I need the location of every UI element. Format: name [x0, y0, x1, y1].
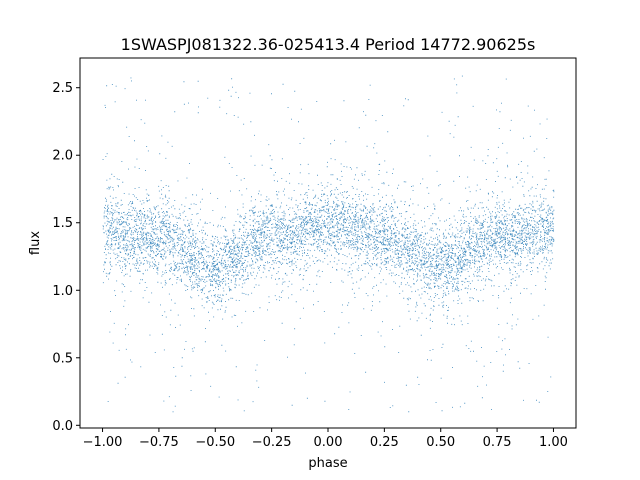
y-tick-label: 1.5	[52, 216, 73, 231]
scatter-point-cloud	[102, 75, 555, 413]
x-tick-label: −1.00	[83, 435, 123, 450]
y-tick-label: 0.0	[52, 419, 73, 434]
x-axis-ticks: −1.00 −0.75 −0.50 −0.25 0.00 0.25 0.50 0.75 1.00	[83, 428, 568, 450]
chart-title: 1SWASPJ081322.36-025413.4 Period 14772.9…	[121, 35, 536, 54]
x-axis-label: phase	[308, 456, 347, 471]
x-tick-label: 0.25	[370, 435, 399, 450]
x-tick-label: 0.50	[426, 435, 455, 450]
y-tick-label: 2.0	[52, 149, 73, 164]
x-tick-label: 0.75	[483, 435, 512, 450]
y-axis-ticks: 0.0 0.5 1.0 1.5 2.0 2.5	[52, 81, 80, 434]
x-tick-label: 0.00	[314, 435, 343, 450]
x-tick-label: −0.25	[252, 435, 292, 450]
y-tick-label: 0.5	[52, 351, 73, 366]
x-tick-label: 1.00	[539, 435, 568, 450]
scatter-points	[102, 75, 555, 413]
x-tick-label: −0.75	[139, 435, 179, 450]
y-axis-label: flux	[28, 231, 43, 255]
x-tick-label: −0.50	[195, 435, 235, 450]
y-tick-label: 2.5	[52, 81, 73, 96]
y-tick-label: 1.0	[52, 284, 73, 299]
